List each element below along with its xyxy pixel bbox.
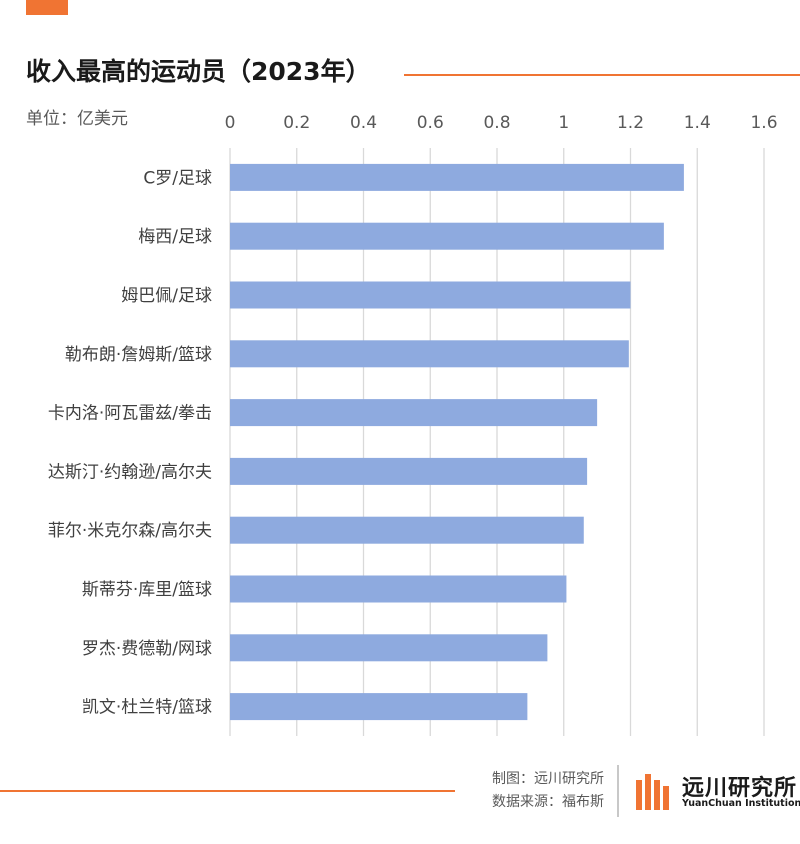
category-label: 罗杰·费德勒/网球 bbox=[82, 639, 212, 659]
bar bbox=[230, 516, 584, 544]
bar bbox=[230, 457, 588, 485]
category-label: C罗/足球 bbox=[143, 168, 212, 188]
chart-title: 收入最高的运动员（2023年） bbox=[26, 57, 371, 86]
category-labels: C罗/足球梅西/足球姆巴佩/足球勒布朗·詹姆斯/篮球卡内洛·阿瓦雷兹/拳击达斯汀… bbox=[48, 168, 212, 717]
bar bbox=[230, 634, 548, 662]
bar bbox=[230, 163, 684, 191]
category-label: 梅西/足球 bbox=[138, 227, 212, 247]
logo-name: 远川研究所 bbox=[682, 776, 798, 801]
x-axis-ticks: 0 0.2 0.4 0.6 0.8 1 1.2 1.4 1.6 bbox=[225, 113, 778, 133]
top-accent-tab bbox=[26, 0, 68, 15]
bars bbox=[230, 163, 684, 721]
bottom-rule bbox=[0, 790, 455, 792]
x-tick-label: 0.2 bbox=[283, 113, 310, 133]
bar bbox=[230, 575, 567, 603]
bar bbox=[230, 222, 664, 250]
footer-divider bbox=[617, 765, 619, 817]
credits: 制图：远川研究所 数据来源：福布斯 bbox=[492, 768, 604, 814]
x-tick-label: 0.4 bbox=[350, 113, 377, 133]
logo-english-name: YuanChuan Institution bbox=[682, 798, 800, 809]
title-rule bbox=[404, 74, 800, 76]
bar bbox=[230, 693, 528, 721]
category-label: 卡内洛·阿瓦雷兹/拳击 bbox=[48, 404, 212, 424]
made-by-text: 制图：远川研究所 bbox=[492, 771, 604, 787]
category-label: 姆巴佩/足球 bbox=[121, 286, 212, 306]
x-tick-label: 0.6 bbox=[417, 113, 444, 133]
unit-label: 单位：亿美元 bbox=[26, 109, 128, 129]
bar bbox=[230, 340, 629, 368]
category-label: 凯文·杜兰特/篮球 bbox=[82, 698, 212, 718]
source-text: 数据来源：福布斯 bbox=[492, 794, 604, 810]
category-label: 菲尔·米克尔森/高尔夫 bbox=[48, 521, 212, 541]
category-label: 勒布朗·詹姆斯/篮球 bbox=[65, 345, 212, 365]
bar bbox=[230, 399, 598, 427]
x-tick-label: 1.4 bbox=[684, 113, 711, 133]
category-label: 达斯汀·约翰逊/高尔夫 bbox=[48, 462, 212, 482]
x-tick-label: 1 bbox=[558, 113, 569, 133]
x-tick-label: 1.2 bbox=[617, 113, 644, 133]
category-label: 斯蒂芬·库里/篮球 bbox=[82, 580, 212, 600]
x-tick-label: 0 bbox=[225, 113, 236, 133]
logo-bars-icon bbox=[636, 772, 674, 810]
x-tick-label: 1.6 bbox=[750, 113, 777, 133]
x-tick-label: 0.8 bbox=[483, 113, 510, 133]
bar bbox=[230, 281, 631, 309]
bar-chart: 0 0.2 0.4 0.6 0.8 1 1.2 1.4 1.6 C罗/足球梅西/足球姆巴佩/足球… bbox=[48, 113, 778, 736]
